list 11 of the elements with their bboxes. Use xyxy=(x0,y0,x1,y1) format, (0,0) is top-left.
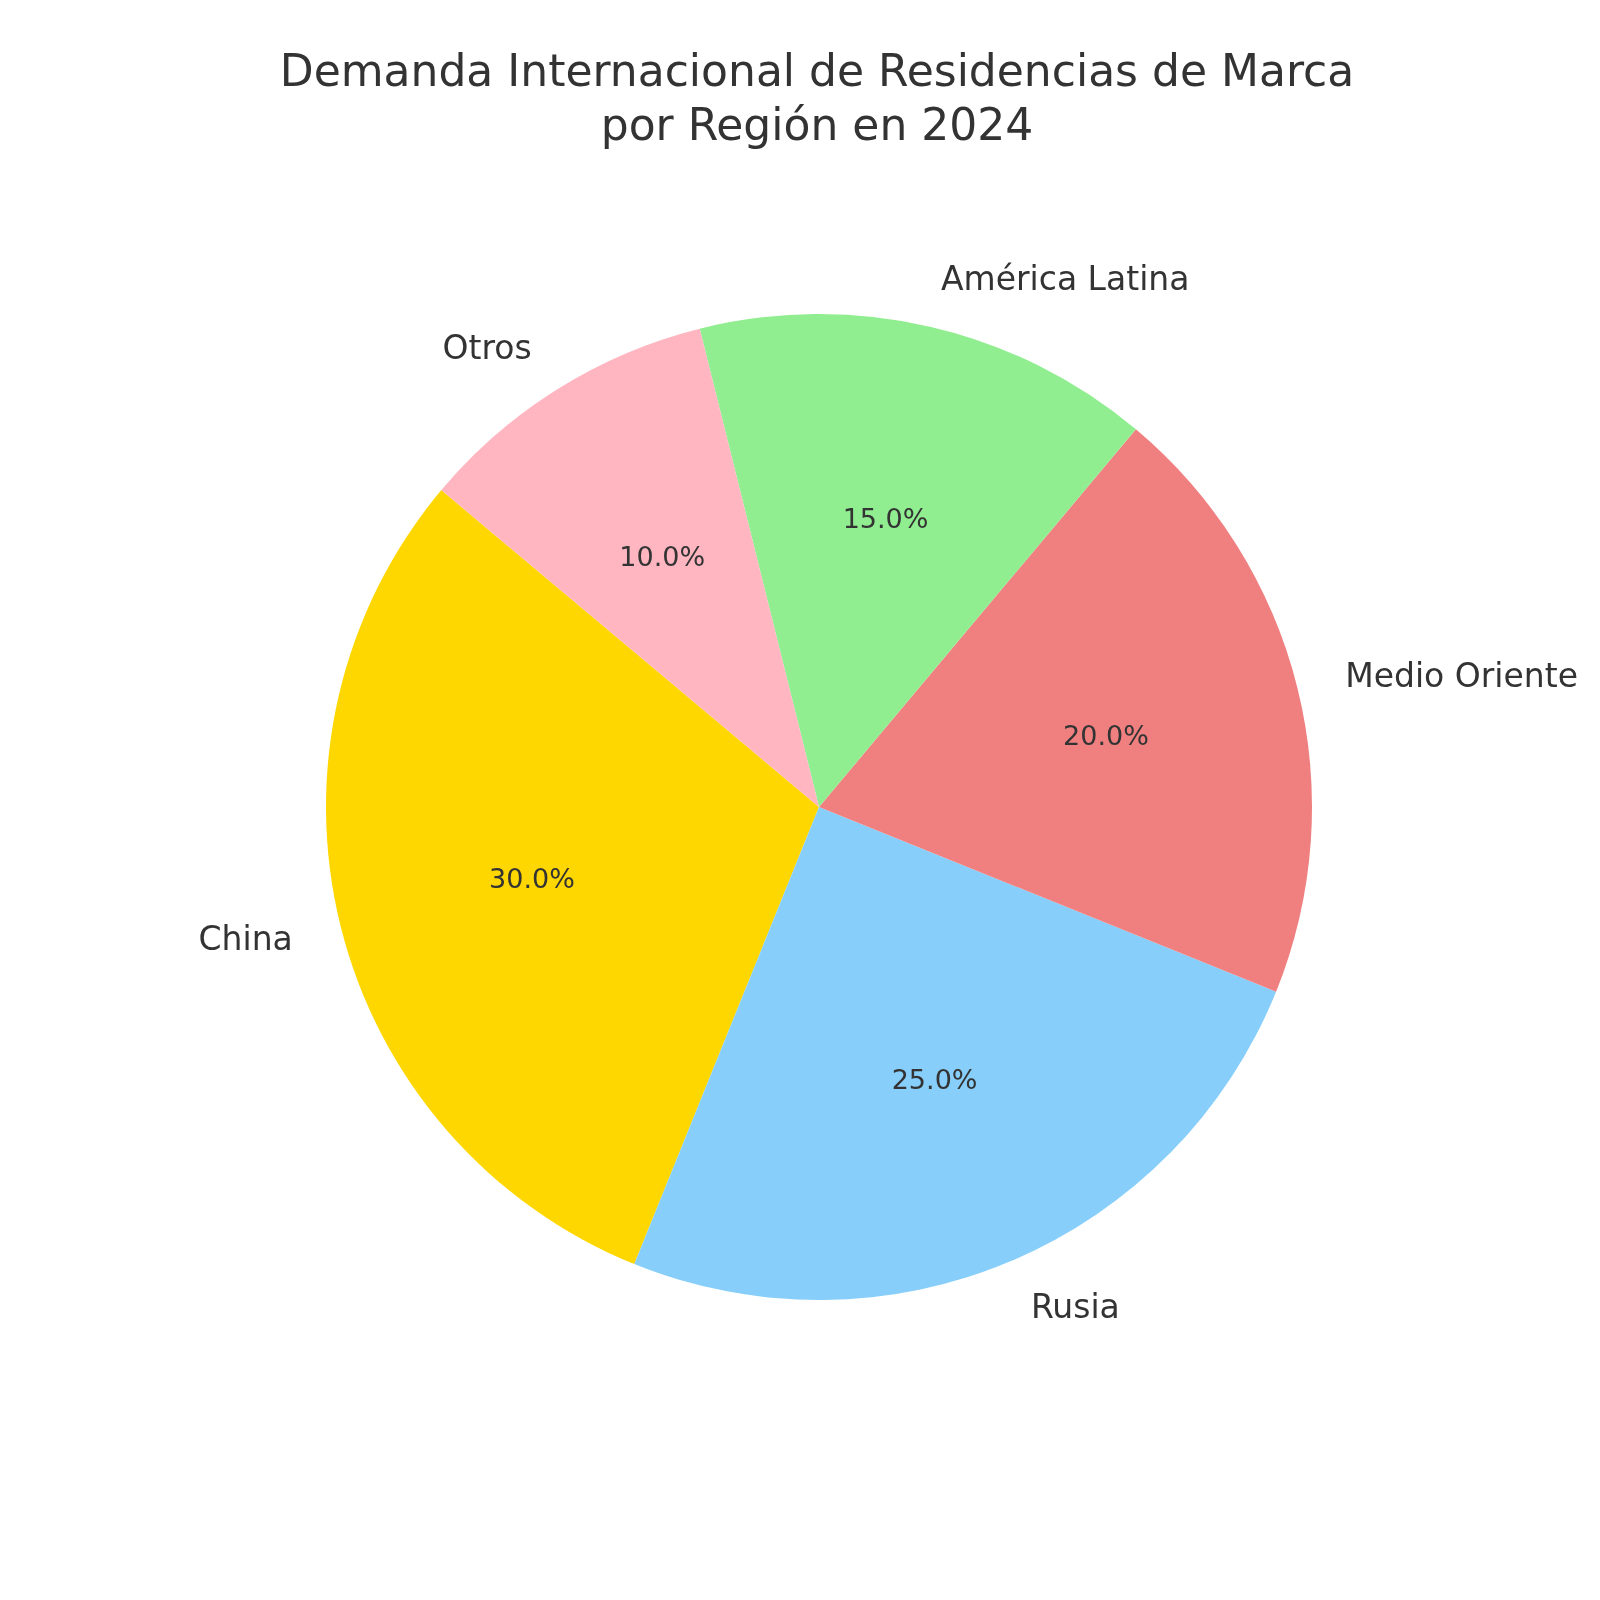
slice-label: Rusia xyxy=(1030,1286,1120,1326)
data-label: 25.0% xyxy=(891,1063,978,1095)
slice-label: Medio Oriente xyxy=(1345,656,1578,696)
chart-title: Demanda Internacional de Residencias de Marca por Región en 2024 xyxy=(279,44,1355,150)
data-label: 10.0% xyxy=(619,540,706,572)
slice-label: China xyxy=(198,918,293,958)
data-label: 30.0% xyxy=(489,863,575,895)
slice-label: América Latina xyxy=(940,259,1190,299)
data-label: 20.0% xyxy=(1063,719,1149,751)
slice-label: Otros xyxy=(442,327,532,367)
data-label: 15.0% xyxy=(842,503,929,535)
